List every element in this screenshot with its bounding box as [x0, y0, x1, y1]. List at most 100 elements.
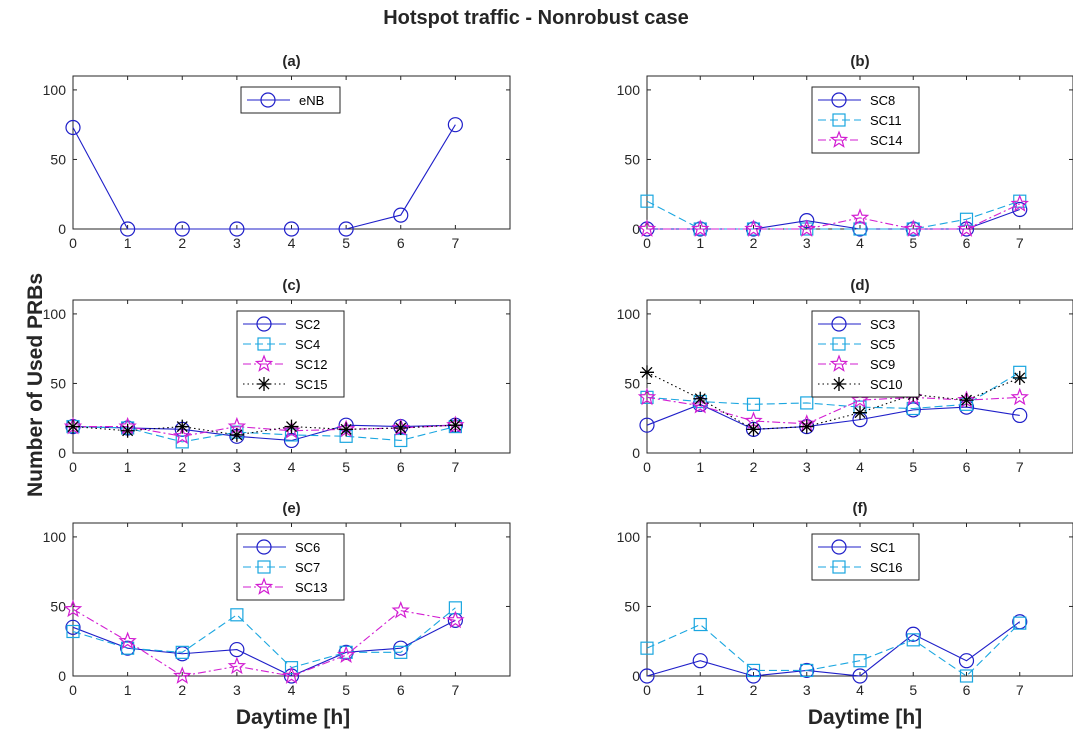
data-point-circle [852, 221, 868, 237]
x-tick-label: 3 [233, 459, 241, 475]
x-tick-label: 4 [856, 682, 864, 698]
legend-label: SC15 [295, 377, 328, 392]
data-point-circle [958, 653, 975, 669]
legend-label: SC14 [870, 133, 903, 148]
data-point-star [850, 208, 870, 226]
y-tick-label: 0 [632, 668, 640, 684]
data-point-star [691, 396, 710, 414]
legend-label: SC16 [870, 560, 903, 575]
legend-marker-star [829, 130, 849, 148]
data-point-square [853, 654, 867, 668]
data-point-square [959, 669, 974, 683]
x-tick-label: 7 [451, 459, 459, 475]
data-point-circle [65, 619, 81, 635]
legend-marker-square [257, 560, 271, 574]
panel-title: (b) [850, 53, 869, 70]
x-tick-label: 0 [643, 682, 651, 698]
data-point-asterisk [66, 419, 80, 434]
legend-label: SC9 [870, 357, 895, 372]
y-tick-label: 0 [632, 221, 640, 237]
legend-marker-square [257, 337, 271, 351]
series-line [646, 403, 1020, 430]
chart-panel-a: (a) 0 1 2 3 4 5 6 7 0 50 100 eNB [43, 53, 511, 251]
data-point-circle [905, 626, 921, 642]
x-tick-label: 6 [397, 235, 405, 251]
data-point-square [746, 397, 761, 411]
x-tick-label: 2 [750, 682, 758, 698]
x-axis-label-right: Daytime [h] [808, 706, 922, 729]
series-line [72, 124, 456, 230]
legend-label: SC3 [870, 317, 895, 332]
data-point-asterisk [393, 420, 408, 435]
data-point-star [637, 387, 657, 406]
chart-panel-e: (e) 0 1 2 3 4 5 6 7 0 50 100 SC6 SC7 SC13 [43, 500, 511, 698]
legend-label: SC2 [295, 317, 320, 332]
figure-title: Hotspot traffic - Nonrobust case [383, 7, 689, 29]
series-sc16 [640, 616, 1027, 683]
series-line [72, 608, 456, 677]
x-tick-label: 2 [178, 235, 186, 251]
x-tick-label: 5 [342, 682, 350, 698]
legend-marker-square [832, 113, 846, 127]
data-point-star [336, 645, 356, 663]
legend-marker-star [829, 354, 849, 372]
legend-label: eNB [299, 93, 324, 108]
y-tick-label: 0 [632, 445, 640, 461]
legend: eNB [240, 86, 341, 114]
series-line [646, 200, 1020, 230]
legend-label: SC11 [870, 113, 902, 128]
legend: SC2 SC4 SC12 SC15 [236, 310, 345, 398]
data-point-star [904, 219, 923, 237]
x-tick-label: 4 [856, 459, 864, 475]
legend-label: SC5 [870, 337, 895, 352]
data-point-star [691, 219, 710, 237]
legend-marker-star [254, 354, 274, 372]
x-tick-label: 1 [696, 459, 704, 475]
x-tick-label: 1 [124, 682, 132, 698]
y-tick-label: 50 [624, 598, 640, 614]
x-tick-label: 0 [643, 235, 651, 251]
data-point-star [957, 219, 976, 237]
chart-panel-d: (d) 0 1 2 3 4 5 6 7 0 50 100 SC3 SC5 SC9 SC10 [617, 277, 1073, 475]
data-point-circle [229, 221, 245, 237]
x-tick-label: 6 [397, 459, 405, 475]
data-point-asterisk [746, 422, 761, 437]
y-tick-label: 100 [43, 306, 67, 322]
data-point-square [693, 617, 707, 632]
legend-marker-circle [831, 92, 847, 108]
panel-title: (f) [853, 500, 868, 517]
x-tick-label: 7 [451, 235, 459, 251]
series-line [72, 424, 456, 436]
data-point-square [121, 641, 135, 655]
data-point-circle [799, 213, 815, 229]
data-point-square [959, 212, 974, 226]
x-tick-label: 4 [856, 235, 864, 251]
series-sc5 [640, 365, 1027, 416]
legend-box [236, 310, 345, 398]
data-point-square [175, 435, 189, 449]
data-point-circle [283, 221, 300, 237]
legend-label: SC12 [295, 357, 328, 372]
x-tick-label: 4 [288, 459, 296, 475]
y-tick-label: 50 [50, 375, 66, 391]
data-point-square [230, 608, 244, 622]
data-point-asterisk [853, 405, 867, 420]
data-point-asterisk [1012, 370, 1027, 385]
x-tick-label: 3 [803, 459, 811, 475]
data-point-circle [65, 119, 81, 136]
data-point-star [1010, 387, 1029, 406]
data-point-square [800, 222, 814, 236]
y-tick-label: 50 [624, 375, 640, 391]
x-tick-label: 1 [124, 459, 132, 475]
data-point-asterisk [640, 365, 654, 380]
data-point-star [744, 219, 763, 237]
chart-panel-f: (f) 0 1 2 3 4 5 6 7 0 50 100 SC1 SC16 [617, 500, 1073, 698]
x-tick-label: 6 [963, 682, 971, 698]
y-tick-label: 100 [617, 306, 641, 322]
data-point-square [66, 624, 80, 639]
data-point-star [850, 390, 870, 408]
data-point-circle [393, 640, 409, 656]
plot-area-frame [72, 75, 511, 230]
data-point-asterisk [799, 419, 814, 434]
